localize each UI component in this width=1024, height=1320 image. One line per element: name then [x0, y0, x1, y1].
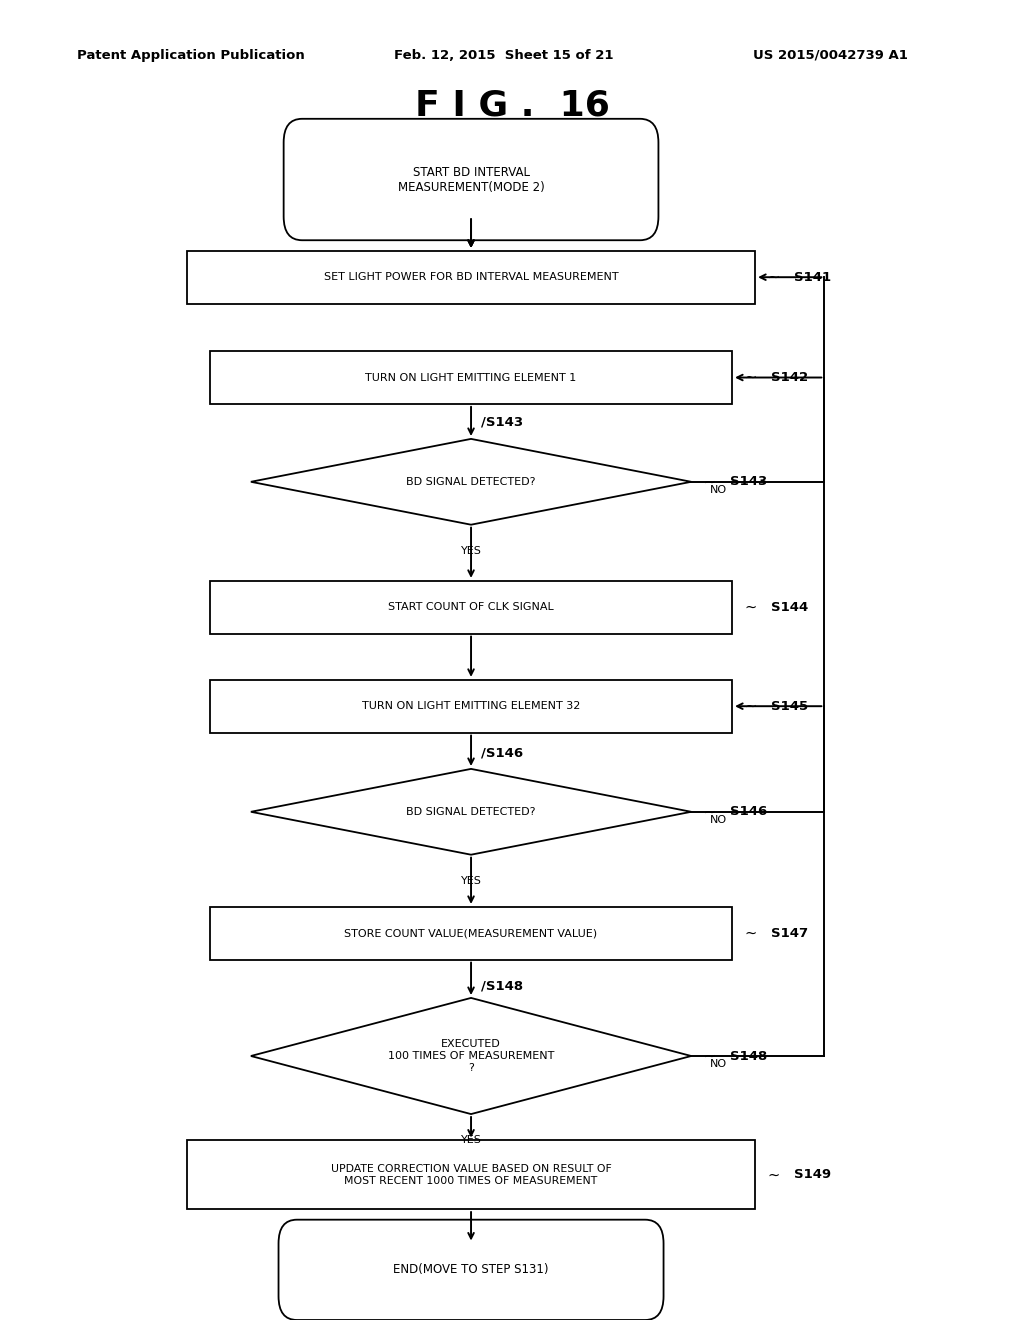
Text: ∼: ∼ [703, 1048, 716, 1064]
Text: ∼: ∼ [744, 599, 757, 615]
Text: S148: S148 [730, 1049, 767, 1063]
FancyBboxPatch shape [284, 119, 658, 240]
Text: /S148: /S148 [481, 979, 523, 993]
Text: EXECUTED
100 TIMES OF MEASUREMENT
?: EXECUTED 100 TIMES OF MEASUREMENT ? [388, 1039, 554, 1073]
Text: ∼: ∼ [744, 698, 757, 714]
Bar [210, 907, 732, 960]
Text: Feb. 12, 2015  Sheet 15 of 21: Feb. 12, 2015 Sheet 15 of 21 [394, 49, 613, 62]
Text: YES: YES [461, 546, 481, 556]
Bar [210, 581, 732, 634]
Text: UPDATE CORRECTION VALUE BASED ON RESULT OF
MOST RECENT 1000 TIMES OF MEASUREMENT: UPDATE CORRECTION VALUE BASED ON RESULT … [331, 1164, 611, 1185]
Text: YES: YES [461, 876, 481, 886]
Text: S141: S141 [795, 271, 831, 284]
Text: S145: S145 [771, 700, 808, 713]
Bar [186, 251, 756, 304]
Text: START COUNT OF CLK SIGNAL: START COUNT OF CLK SIGNAL [388, 602, 554, 612]
Text: S149: S149 [795, 1168, 831, 1181]
Text: ∼: ∼ [744, 925, 757, 941]
Text: START BD INTERVAL
MEASUREMENT(MODE 2): START BD INTERVAL MEASUREMENT(MODE 2) [397, 165, 545, 194]
Text: ∼: ∼ [703, 474, 716, 490]
Text: F I G .  16: F I G . 16 [415, 88, 609, 123]
Text: Patent Application Publication: Patent Application Publication [77, 49, 304, 62]
Text: S146: S146 [730, 805, 767, 818]
Text: S147: S147 [771, 927, 808, 940]
Text: END(MOVE TO STEP S131): END(MOVE TO STEP S131) [393, 1263, 549, 1276]
Polygon shape [251, 768, 691, 855]
Text: NO: NO [710, 814, 727, 825]
Text: SET LIGHT POWER FOR BD INTERVAL MEASUREMENT: SET LIGHT POWER FOR BD INTERVAL MEASUREM… [324, 272, 618, 282]
Text: ∼: ∼ [768, 269, 779, 285]
Text: /S146: /S146 [481, 746, 523, 759]
Text: NO: NO [710, 484, 727, 495]
Text: ∼: ∼ [744, 370, 757, 385]
Text: ∼: ∼ [703, 804, 716, 820]
Bar [186, 1140, 756, 1209]
Polygon shape [251, 998, 691, 1114]
FancyBboxPatch shape [279, 1220, 664, 1320]
Text: /S143: /S143 [481, 416, 523, 429]
Text: ∼: ∼ [768, 1167, 779, 1183]
Text: S143: S143 [730, 475, 767, 488]
Text: TURN ON LIGHT EMITTING ELEMENT 1: TURN ON LIGHT EMITTING ELEMENT 1 [366, 372, 577, 383]
Text: TURN ON LIGHT EMITTING ELEMENT 32: TURN ON LIGHT EMITTING ELEMENT 32 [361, 701, 581, 711]
Text: S142: S142 [771, 371, 808, 384]
Text: YES: YES [461, 1135, 481, 1146]
Text: BD SIGNAL DETECTED?: BD SIGNAL DETECTED? [407, 477, 536, 487]
Text: BD SIGNAL DETECTED?: BD SIGNAL DETECTED? [407, 807, 536, 817]
Text: S144: S144 [771, 601, 808, 614]
Text: NO: NO [710, 1059, 727, 1069]
Bar [210, 351, 732, 404]
Polygon shape [251, 438, 691, 524]
Text: STORE COUNT VALUE(MEASUREMENT VALUE): STORE COUNT VALUE(MEASUREMENT VALUE) [344, 928, 598, 939]
Text: US 2015/0042739 A1: US 2015/0042739 A1 [753, 49, 907, 62]
Bar [210, 680, 732, 733]
